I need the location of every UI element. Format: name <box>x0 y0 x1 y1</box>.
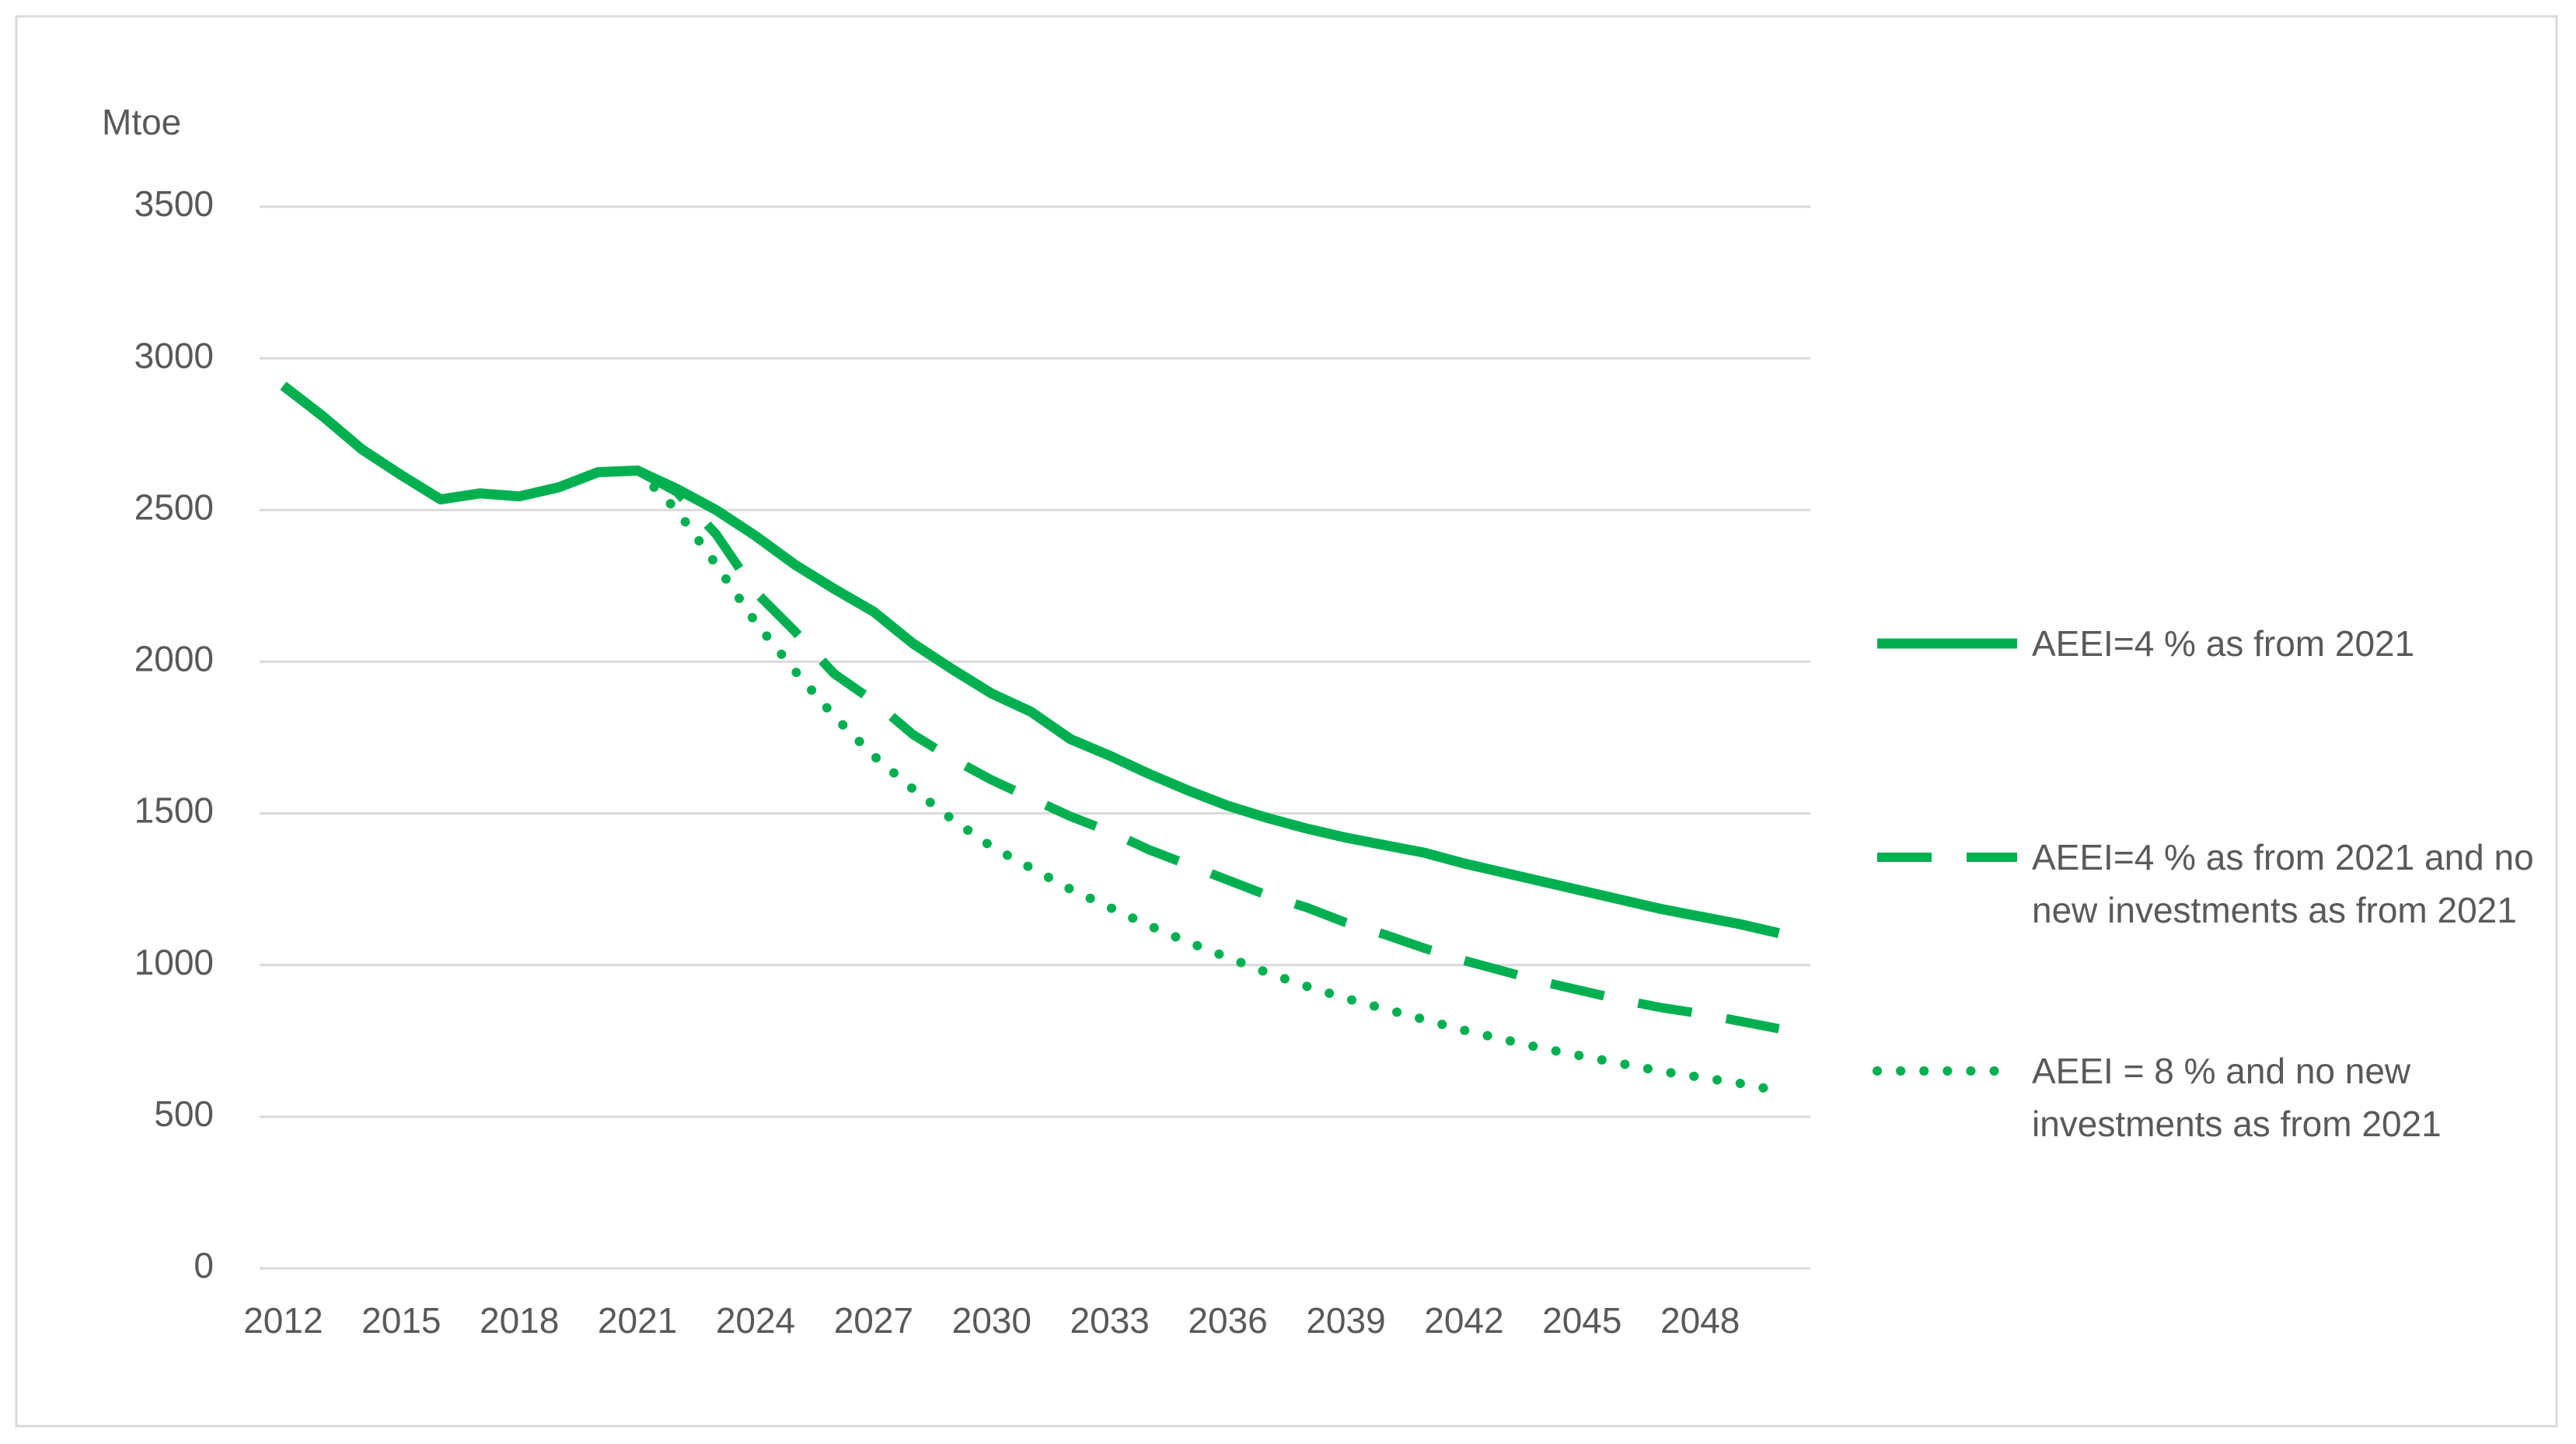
legend-label: AEEI=4 % as from 2021 and no new investm… <box>2032 837 2534 930</box>
x-tick-label: 2030 <box>952 1300 1031 1341</box>
y-tick-label: 3000 <box>134 335 214 375</box>
series-line <box>635 466 1780 1034</box>
legend-swatch <box>1877 638 2017 649</box>
legend-swatch <box>1877 853 2017 862</box>
y-axis-label: Mtoe <box>102 102 181 142</box>
x-tick-label: 2048 <box>1660 1300 1740 1341</box>
x-tick-label: 2024 <box>716 1300 795 1341</box>
x-tick-label: 2045 <box>1542 1300 1621 1341</box>
legend-swatch <box>1873 1066 2022 1076</box>
x-tick-label: 2033 <box>1070 1300 1150 1341</box>
x-tick-label: 2012 <box>243 1300 323 1341</box>
y-tick-label: 2000 <box>134 639 214 679</box>
x-tick-label: 2027 <box>834 1300 913 1341</box>
series-line <box>633 466 1784 1096</box>
y-tick-label: 1000 <box>134 942 214 982</box>
y-tick-label: 1500 <box>134 790 214 831</box>
x-tick-label: 2039 <box>1306 1300 1385 1341</box>
series-line <box>280 382 1780 939</box>
x-tick-label: 2042 <box>1424 1300 1503 1341</box>
y-tick-label: 500 <box>154 1093 214 1134</box>
legend-label: AEEI = 8 % and no new investments as fro… <box>2032 1051 2442 1144</box>
y-tick-label: 2500 <box>134 487 214 527</box>
chart-frame <box>15 15 2558 1428</box>
x-tick-label: 2015 <box>361 1300 441 1341</box>
legend-item: AEEI=4 % as from 2021 and no new investm… <box>1873 831 2545 937</box>
legend-item: AEEI = 8 % and no new investments as fro… <box>1873 1045 2545 1150</box>
legend-item: AEEI=4 % as from 2021 <box>1873 617 2545 670</box>
legend-label: AEEI=4 % as from 2021 <box>2032 623 2415 664</box>
x-tick-label: 2021 <box>598 1300 677 1341</box>
y-tick-label: 3500 <box>134 183 214 224</box>
x-tick-label: 2018 <box>480 1300 559 1341</box>
y-tick-label: 0 <box>194 1245 214 1285</box>
x-tick-label: 2036 <box>1188 1300 1267 1341</box>
